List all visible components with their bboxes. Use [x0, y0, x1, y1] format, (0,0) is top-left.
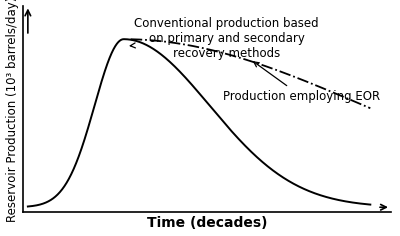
Text: Production employing EOR: Production employing EOR: [223, 62, 380, 103]
Text: Conventional production based
on primary and secondary
recovery methods: Conventional production based on primary…: [130, 17, 319, 60]
Y-axis label: Reservoir Production (10³ barrels/day): Reservoir Production (10³ barrels/day): [6, 0, 18, 222]
X-axis label: Time (decades): Time (decades): [146, 216, 267, 230]
